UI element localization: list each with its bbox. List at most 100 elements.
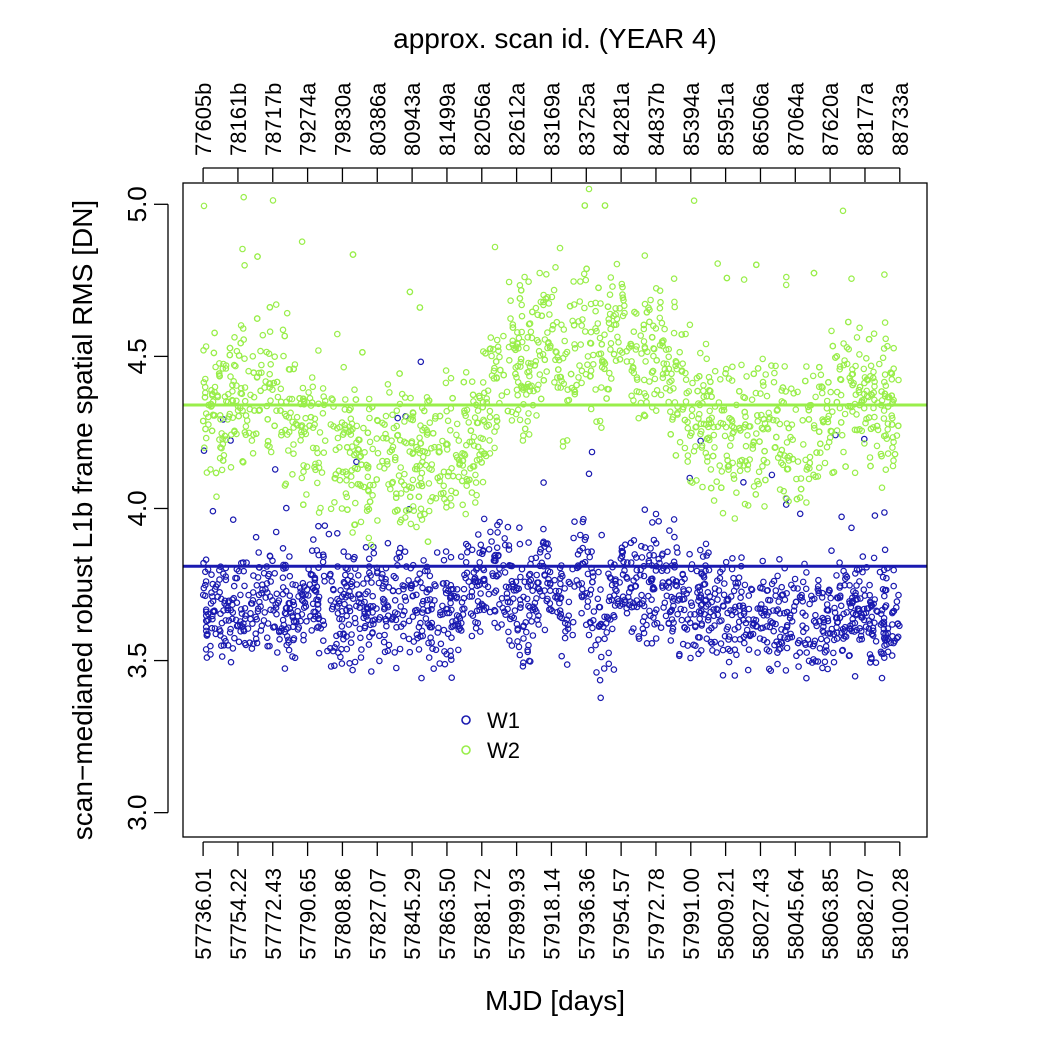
point-w1 xyxy=(460,605,468,613)
point-w2 xyxy=(417,480,425,487)
point-w2 xyxy=(762,371,770,378)
point-w2 xyxy=(455,456,463,464)
point-w2 xyxy=(524,417,532,425)
point-w1 xyxy=(833,629,841,637)
point-w2 xyxy=(605,319,613,327)
point-w2 xyxy=(518,328,526,336)
point-w1 xyxy=(652,567,660,574)
point-w2 xyxy=(714,260,722,267)
top-tick-label: 83169a xyxy=(539,82,564,156)
point-w1 xyxy=(486,608,494,616)
point-w2 xyxy=(259,331,267,339)
point-w1 xyxy=(773,607,780,615)
point-w1 xyxy=(488,538,495,545)
point-w1 xyxy=(832,614,840,622)
point-w1 xyxy=(380,638,388,646)
point-w1 xyxy=(254,574,262,581)
point-w2 xyxy=(446,426,454,434)
point-w1 xyxy=(540,479,547,486)
point-w1 xyxy=(202,556,210,564)
point-w1 xyxy=(635,633,643,640)
point-w1 xyxy=(315,522,322,530)
point-w1 xyxy=(532,554,540,562)
point-w2 xyxy=(815,464,823,472)
point-w1 xyxy=(400,582,408,590)
point-w2 xyxy=(829,342,837,350)
point-w1 xyxy=(700,581,708,588)
point-w1 xyxy=(436,611,444,619)
point-w1 xyxy=(597,694,605,702)
point-w2 xyxy=(339,468,347,476)
point-w2 xyxy=(226,344,234,352)
point-w1 xyxy=(724,595,732,603)
point-w2 xyxy=(491,364,498,372)
point-w2 xyxy=(891,450,899,458)
point-w1 xyxy=(462,540,470,548)
point-w2 xyxy=(214,392,221,399)
point-w1 xyxy=(522,628,530,636)
point-w1 xyxy=(240,567,248,575)
point-w2 xyxy=(315,347,322,354)
point-w1 xyxy=(362,543,370,551)
point-w2 xyxy=(707,484,715,492)
point-w1 xyxy=(605,660,613,668)
point-w1 xyxy=(812,657,819,665)
point-w1 xyxy=(277,627,285,635)
point-w2 xyxy=(526,372,533,380)
point-w2 xyxy=(291,361,299,368)
point-w2 xyxy=(613,260,621,268)
point-w2 xyxy=(333,424,341,432)
point-w1 xyxy=(401,607,408,615)
point-w2 xyxy=(242,423,250,430)
x-tick-label: 57772.43 xyxy=(261,868,286,960)
x-tick-label: 58027.43 xyxy=(748,868,773,960)
point-w1 xyxy=(299,579,307,587)
point-w1 xyxy=(740,610,748,618)
point-w1 xyxy=(738,588,745,596)
point-w1 xyxy=(506,615,514,623)
point-w2 xyxy=(374,517,381,524)
point-w2 xyxy=(388,479,396,487)
point-w1 xyxy=(662,612,670,620)
point-w2 xyxy=(239,458,247,466)
point-w2 xyxy=(585,185,593,193)
point-w1 xyxy=(283,632,291,640)
y-tick-label: 4.5 xyxy=(122,338,152,374)
point-w2 xyxy=(823,443,831,451)
point-w2 xyxy=(315,509,323,516)
point-w1 xyxy=(384,539,392,547)
point-w1 xyxy=(257,603,264,610)
point-w1 xyxy=(364,616,372,624)
point-w2 xyxy=(869,374,877,382)
point-w2 xyxy=(205,421,212,428)
point-w1 xyxy=(738,554,745,561)
point-w2 xyxy=(421,510,428,518)
point-w2 xyxy=(685,388,693,395)
point-w1 xyxy=(415,646,423,653)
point-w2 xyxy=(358,461,365,469)
point-w1 xyxy=(516,540,524,548)
point-w2 xyxy=(641,252,649,259)
point-w2 xyxy=(684,452,692,459)
point-w2 xyxy=(724,456,731,464)
point-w2 xyxy=(688,406,696,414)
point-w2 xyxy=(225,413,233,420)
point-w1 xyxy=(742,619,750,627)
point-w1 xyxy=(822,642,830,650)
point-w1 xyxy=(799,609,807,617)
point-w2 xyxy=(578,322,586,329)
point-w1 xyxy=(674,549,681,556)
point-w2 xyxy=(723,452,731,460)
point-w1 xyxy=(371,616,379,624)
point-w2 xyxy=(429,429,437,437)
point-w2 xyxy=(490,367,498,375)
point-w2 xyxy=(717,484,725,492)
point-w2 xyxy=(744,431,751,439)
point-w1 xyxy=(237,591,244,599)
point-w1 xyxy=(237,606,245,613)
point-w2 xyxy=(253,315,261,322)
point-w2 xyxy=(309,424,317,432)
point-w2 xyxy=(837,419,845,426)
point-w2 xyxy=(817,371,825,379)
point-w2 xyxy=(774,406,781,414)
